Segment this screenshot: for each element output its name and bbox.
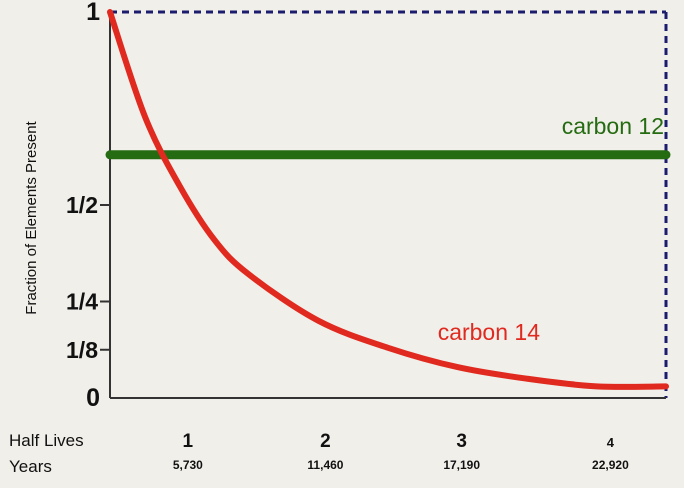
- series-group: carbon 12 carbon 14: [105, 9, 671, 390]
- y-tick-label: 0: [86, 384, 100, 412]
- series-line-carbon-14: [107, 9, 669, 390]
- x-tick-label: 5,730: [173, 458, 203, 472]
- y-tick-label: 1/2: [66, 192, 98, 218]
- y-axis-label: Fraction of Elements Present: [23, 120, 40, 314]
- y-tick-label: 1/8: [66, 337, 98, 363]
- x-tick-label: 17,190: [443, 458, 480, 472]
- x-tick-label: 2: [320, 431, 331, 452]
- series-label: carbon 12: [562, 113, 664, 139]
- plot-frame: [110, 10, 668, 398]
- series-label: carbon 14: [438, 319, 541, 345]
- x-tick-label: 11,460: [307, 458, 343, 472]
- x-tick-label: 4: [607, 435, 615, 450]
- y-tick-label: 1: [86, 0, 100, 26]
- x-row-title: Years: [9, 457, 52, 476]
- x-tick-label: 3: [456, 431, 467, 452]
- x-row-title: Half Lives: [9, 431, 84, 450]
- y-tick-label: 1/4: [66, 289, 98, 315]
- x-tick-label: 1: [183, 431, 194, 452]
- x-tick-label: 22,920: [592, 458, 629, 472]
- y-axis-label-group: Fraction of Elements Present: [23, 120, 40, 314]
